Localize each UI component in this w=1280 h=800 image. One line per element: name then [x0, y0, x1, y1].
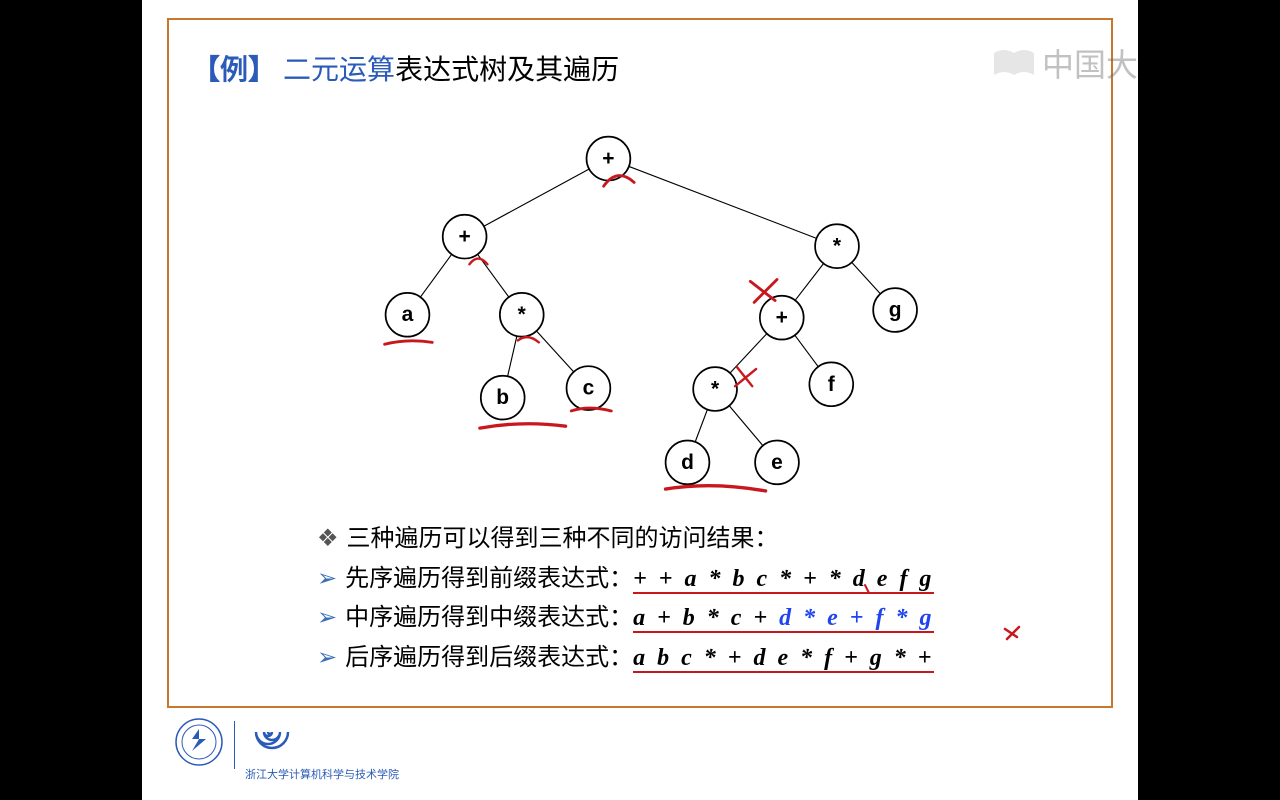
- watermark-text: 中国大: [1042, 40, 1138, 86]
- svg-text:*: *: [711, 378, 720, 401]
- title-black-text: 表达式树及其遍历: [395, 55, 619, 86]
- svg-text:+: +: [459, 225, 471, 248]
- svg-text:*: *: [518, 303, 527, 326]
- preorder-label: 先序遍历得到前缀表达式：: [345, 566, 633, 592]
- book-icon: [992, 47, 1036, 79]
- footer: 浙江大学计算机科学与技术学院: [174, 707, 399, 782]
- preorder-line: ➢ 先序遍历得到前缀表达式：+ + a * b c * + * d e f g: [317, 560, 934, 600]
- svg-text:b: b: [496, 386, 509, 409]
- footer-caption: 浙江大学计算机科学与技术学院: [245, 766, 399, 782]
- watermark: 中国大: [992, 40, 1138, 86]
- inorder-line: ➢中序遍历得到中缀表达式：a + b * c + d * e + f * g: [317, 599, 934, 639]
- svg-text:+: +: [602, 147, 614, 170]
- svg-text:d: d: [681, 451, 694, 474]
- footer-separator: [234, 721, 235, 769]
- intro-line: ❖ 三种遍历可以得到三种不同的访问结果：: [317, 520, 934, 560]
- intro-text: 三种遍历可以得到三种不同的访问结果：: [347, 526, 779, 552]
- expression-tree: + + * a * b c + g * f d e: [312, 110, 962, 510]
- spiral-logo: 浙江大学计算机科学与技术学院: [245, 707, 399, 782]
- svg-text:*: *: [833, 235, 842, 258]
- diamond-bullet: ❖: [317, 526, 339, 552]
- traversal-results: ❖ 三种遍历可以得到三种不同的访问结果： ➢ 先序遍历得到前缀表达式：+ + a *…: [317, 520, 934, 678]
- svg-text:+: +: [776, 306, 788, 329]
- slide: 【例】 二元运算表达式树及其遍历 中国大 + + * a * b c + g * f d e ❖ 三种遍历…: [142, 0, 1138, 800]
- svg-text:c: c: [583, 377, 595, 400]
- svg-text:e: e: [771, 451, 783, 474]
- university-seal: [174, 717, 224, 772]
- title-blue-text: 二元运算: [283, 55, 395, 86]
- svg-text:a: a: [402, 303, 414, 326]
- svg-text:g: g: [889, 299, 902, 322]
- slide-title: 【例】 二元运算表达式树及其遍历: [192, 48, 619, 88]
- title-bracket-close: 】: [248, 55, 276, 86]
- arrow-bullet: ➢: [317, 566, 337, 592]
- title-example-word: 例: [220, 55, 248, 86]
- svg-text:f: f: [828, 373, 836, 396]
- title-bracket-open: 【: [192, 55, 220, 86]
- inorder-annotations: [317, 599, 1097, 649]
- preorder-expr: + + a * b c * + * d e f g: [633, 566, 934, 594]
